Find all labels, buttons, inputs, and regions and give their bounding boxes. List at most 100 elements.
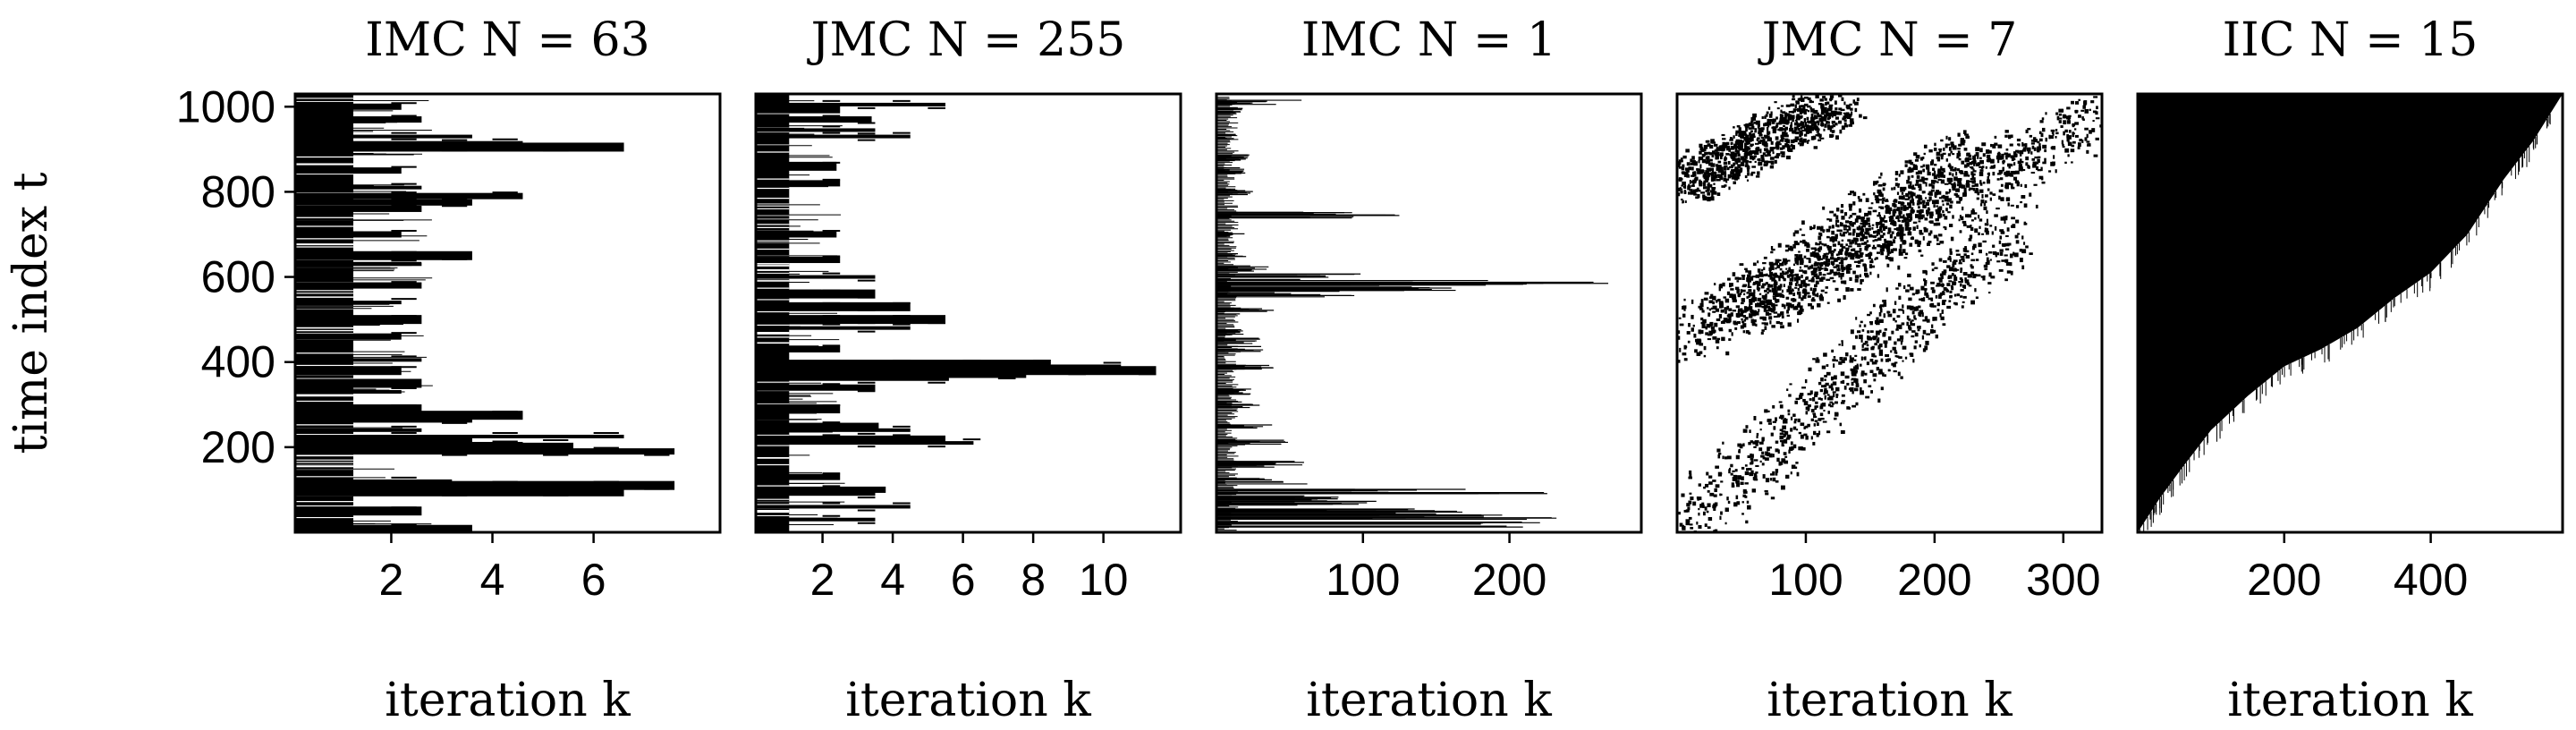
data-point [1737, 308, 1741, 312]
data-point [1869, 359, 1874, 362]
data-point [1737, 145, 1742, 149]
data-point [1970, 252, 1974, 256]
data-point [1799, 138, 1803, 142]
data-point [1819, 98, 1824, 102]
data-point [1707, 182, 1710, 185]
data-point [1710, 196, 1715, 201]
data-point [1801, 105, 1805, 108]
data-point [1838, 361, 1843, 365]
data-point [1779, 429, 1784, 431]
data-point [1900, 188, 1902, 192]
data-point [1733, 152, 1737, 156]
data-point [1888, 210, 1892, 215]
data-point [1688, 516, 1692, 520]
data-point [1699, 182, 1703, 187]
data-point [1785, 259, 1791, 262]
data-point [1724, 310, 1727, 314]
data-point [1973, 243, 1977, 249]
data-point [1827, 126, 1832, 131]
data-point [2081, 115, 2084, 120]
data-point [1970, 271, 1975, 276]
data-point [1697, 338, 1701, 343]
data-point [1697, 193, 1700, 199]
data-point [1836, 111, 1841, 115]
data-point [1846, 382, 1850, 386]
data-point [1784, 113, 1788, 116]
data-point [1769, 271, 1774, 276]
data-point [1794, 254, 1799, 257]
data-point [1979, 172, 1984, 176]
data-point [2072, 132, 2074, 134]
data-point [1750, 133, 1753, 137]
data-point [1835, 223, 1838, 227]
data-point [2067, 135, 2072, 140]
data-point [1733, 162, 1736, 166]
data-point [1848, 245, 1852, 248]
data-point [1712, 301, 1716, 305]
data-point [2029, 252, 2033, 255]
data-point [1881, 248, 1885, 252]
data-point [1862, 192, 1866, 196]
data-point [1908, 218, 1911, 223]
data-point [1681, 199, 1683, 201]
data-point [1733, 173, 1737, 177]
data-point [1791, 139, 1795, 144]
data-point [1763, 305, 1767, 309]
data-point [2025, 156, 2029, 161]
x-tick-label: 6 [581, 555, 606, 605]
data-point [1914, 340, 1918, 344]
data-point [1952, 264, 1955, 267]
data-point [1738, 127, 1741, 132]
data-bar [295, 524, 472, 531]
data-point [1898, 251, 1903, 256]
data-point [1874, 198, 1879, 200]
data-point [1989, 197, 1993, 201]
marks [1216, 97, 1609, 531]
data-point [1865, 275, 1869, 278]
data-point [1814, 293, 1818, 297]
data-point [1941, 310, 1944, 314]
data-point [1796, 260, 1800, 266]
data-point [1875, 257, 1878, 260]
data-point [1968, 284, 1972, 287]
data-point [1895, 328, 1899, 331]
data-point [1737, 475, 1741, 480]
data-point [1721, 185, 1726, 188]
data-point [1747, 140, 1750, 145]
data-point [1735, 454, 1740, 460]
data-point [1933, 204, 1936, 208]
data-point [2010, 270, 2013, 276]
data-point [1707, 503, 1711, 508]
data-point [1768, 267, 1772, 272]
data-point [1787, 434, 1792, 439]
data-point [1781, 430, 1786, 433]
data-point [1759, 460, 1762, 463]
data-point [1912, 359, 1915, 363]
data-point [1964, 279, 1970, 284]
data-point [1784, 260, 1787, 266]
data-point [1860, 338, 1863, 343]
data-point [2089, 108, 2091, 111]
data-point [1840, 275, 1844, 277]
data-point [1880, 225, 1883, 229]
data-point [1928, 233, 1932, 236]
data-point [1901, 337, 1903, 343]
data-point [1716, 346, 1719, 350]
data-point [1819, 388, 1824, 393]
data-point [1945, 143, 1948, 149]
data-point [1714, 152, 1718, 156]
data-point [1852, 201, 1856, 206]
data-point [1948, 267, 1953, 272]
data-point [2037, 168, 2042, 172]
data-point [1895, 352, 1898, 354]
data-point [1759, 139, 1763, 142]
data-point [1926, 167, 1929, 170]
data-point [1795, 462, 1799, 464]
data-point [1775, 154, 1779, 159]
data-point [1849, 242, 1853, 245]
data-point [1733, 181, 1736, 185]
data-point [1953, 186, 1956, 191]
data-point [1794, 273, 1799, 276]
data-point [1941, 199, 1945, 203]
